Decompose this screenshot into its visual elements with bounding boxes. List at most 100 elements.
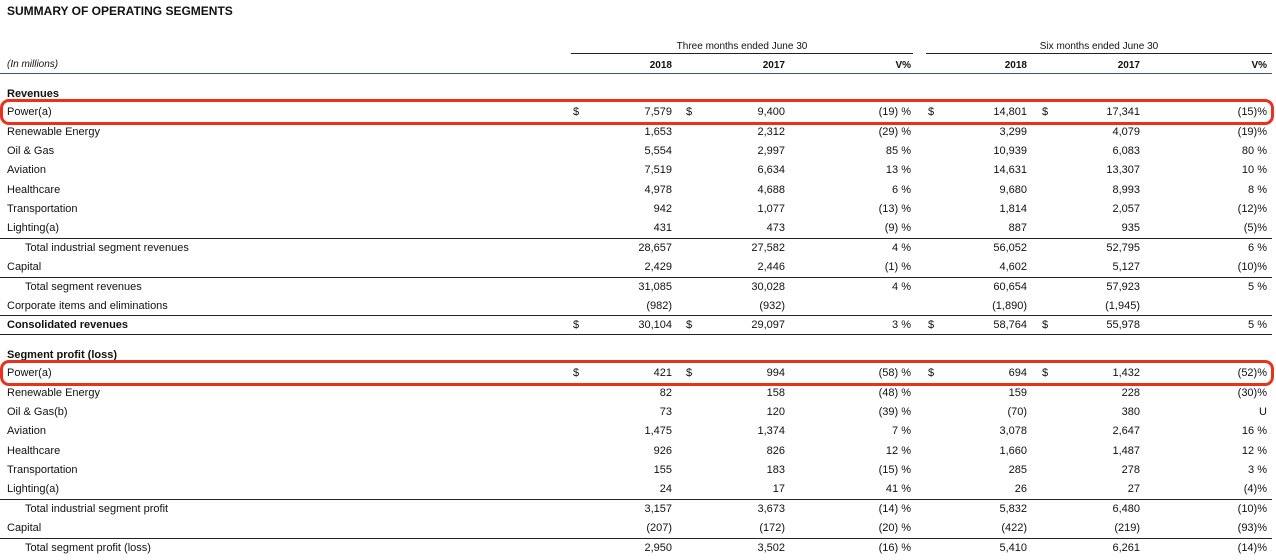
section-title: Segment profit (loss) [7,349,118,361]
cell: 380 [1121,406,1140,419]
cell: 1,475 [644,425,672,438]
cell: 4,079 [1112,125,1140,138]
cell: 57,923 [1106,280,1140,293]
cell: (20) % [878,522,911,535]
cell: 5,127 [1112,261,1140,274]
cell: 3,157 [644,502,672,515]
cell: 2,429 [644,261,672,274]
cell: 1,487 [1112,444,1140,457]
cell: 56,052 [993,241,1027,254]
row-label: Capital [7,522,42,535]
cell: 14,631 [993,164,1027,177]
cell: 421 [653,367,672,380]
cell: (1,890) [992,299,1027,312]
cell: 17 [772,483,785,496]
row-label: Total segment profit (loss) [25,541,151,554]
cell: 1,432 [1112,367,1140,380]
row-label: Aviation [7,164,46,177]
total-rule [0,315,1272,317]
row-label: Lighting(a) [7,483,59,496]
cell: 183 [766,464,785,477]
cell: 5,410 [999,541,1027,554]
cell: 80 % [1241,145,1267,158]
currency: $ [928,367,935,380]
cell: 12 % [885,444,911,457]
currency: $ [573,106,580,119]
cell: 4,688 [757,183,785,196]
section-title: Revenues [7,88,59,100]
currency: $ [686,367,693,380]
cell: 1,660 [999,444,1027,457]
cell: 926 [653,444,672,457]
row-label: Renewable Energy [7,125,100,138]
cell: (14)% [1237,541,1267,554]
cell: 694 [1008,367,1027,380]
cell: U [1259,406,1267,419]
cell: (5)% [1243,222,1267,235]
cell: 5 % [1248,280,1267,293]
cell: 431 [653,222,672,235]
cell: 3,673 [757,502,785,515]
cell: 13 % [885,164,911,177]
cell: (9) % [884,222,911,235]
cell: (13) % [878,203,911,216]
cell: 6,634 [757,164,785,177]
cell: 4,602 [999,261,1027,274]
row-label: Consolidated revenues [7,319,129,332]
row-label: Power(a) [7,106,52,119]
cell: 24 [659,483,672,496]
cell: (1,945) [1105,299,1140,312]
cell: (932) [759,299,785,312]
cell: 3 % [1248,464,1267,477]
cell: 278 [1121,464,1140,477]
cell: 27 [1127,483,1140,496]
cell: 58,764 [993,319,1027,332]
currency: $ [686,319,693,332]
cell: (15) % [878,464,911,477]
cell: (14) % [878,502,911,515]
cell: 285 [1008,464,1027,477]
cell: 2,057 [1112,203,1140,216]
column-header: 2017 [762,60,785,71]
cell: 1,814 [999,203,1027,216]
cell: 155 [653,464,672,477]
period-header: Three months ended June 30 [676,41,808,52]
cell: 31,085 [638,280,672,293]
cell: 41 % [885,483,911,496]
title: SUMMARY OF OPERATING SEGMENTS [7,4,233,18]
cell: (19) % [878,106,911,119]
cell: 7,519 [644,164,672,177]
total-rule [0,237,1272,239]
units: (In millions) [7,59,59,70]
cell: (30)% [1237,386,1267,399]
cell: (10)% [1237,261,1267,274]
column-header: V% [1251,60,1267,71]
cell: 17,341 [1106,106,1140,119]
cell: 6,261 [1112,541,1140,554]
cell: 10 % [1241,164,1267,177]
cell: 52,795 [1106,241,1140,254]
highlight-box [0,99,1274,126]
cell: 3,078 [999,425,1027,438]
row-label: Oil & Gas(b) [7,406,68,419]
cell: (4)% [1243,483,1267,496]
cell: 6 % [1248,241,1267,254]
cell: (982) [646,299,672,312]
cell: 29,097 [751,319,785,332]
cell: 28,657 [638,241,672,254]
cell: 14,801 [993,106,1027,119]
cell: 5 % [1248,319,1267,332]
cell: 887 [1008,222,1027,235]
cell: (16) % [878,541,911,554]
cell: 82 [659,386,672,399]
cell: 994 [766,367,785,380]
cell: 3,299 [999,125,1027,138]
cell: 2,312 [757,125,785,138]
header-rule [0,73,1272,74]
cell: 4 % [892,241,911,254]
cell: (93)% [1237,522,1267,535]
cell: 7,579 [644,106,672,119]
cell: (10)% [1237,502,1267,515]
cell: (58) % [878,367,911,380]
